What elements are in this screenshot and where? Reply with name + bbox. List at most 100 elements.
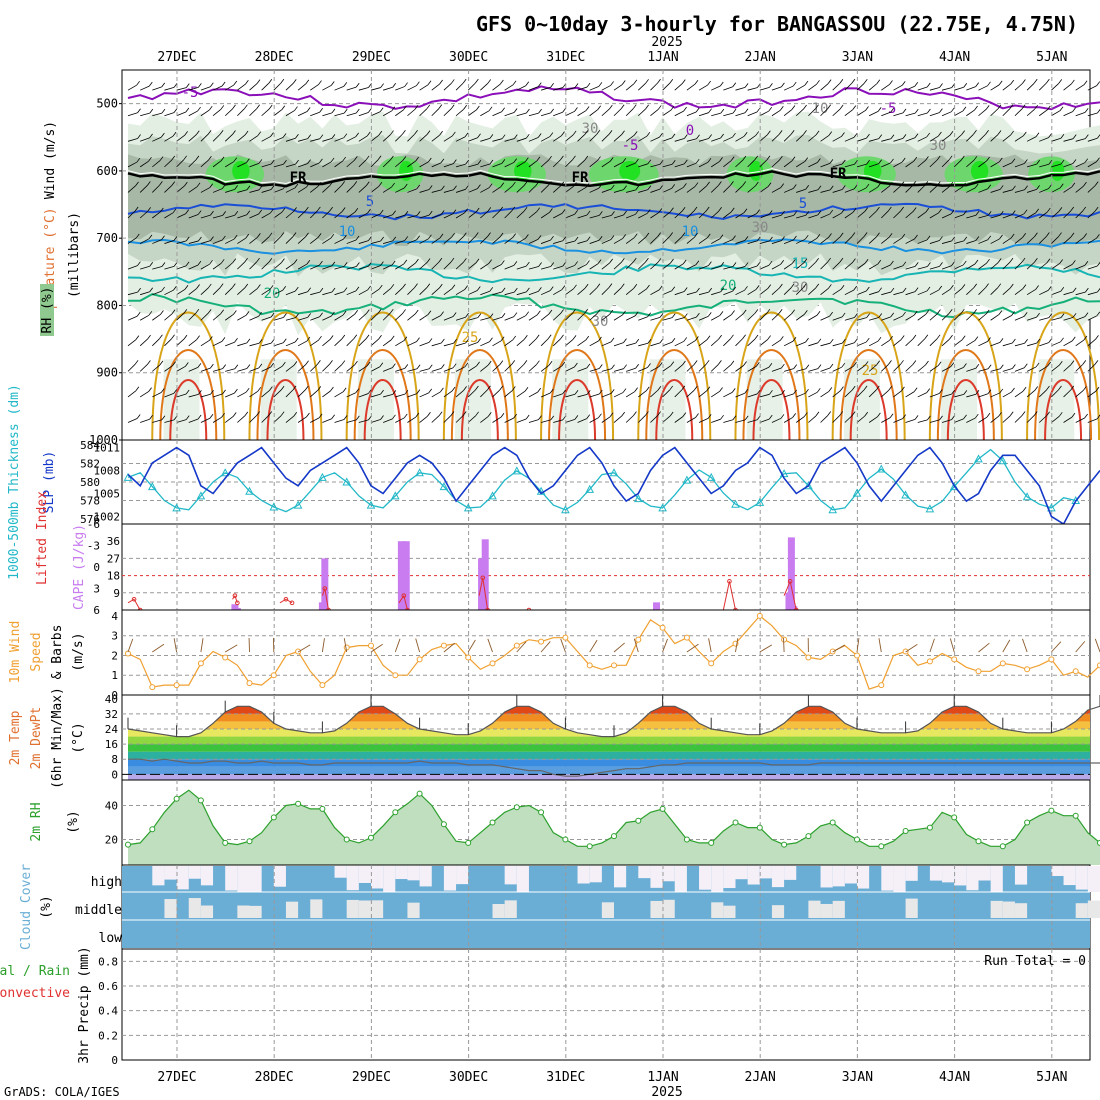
wind-barb	[710, 185, 719, 193]
wind-barb-flag	[961, 335, 966, 341]
wind-barb-flag	[926, 82, 931, 88]
wind-barb	[686, 417, 696, 423]
wind-barb	[200, 86, 211, 91]
wind-barb	[698, 138, 709, 142]
wind-barb-10m	[394, 638, 401, 653]
wind-barb	[310, 84, 319, 91]
wind-barb	[468, 188, 478, 193]
wind-barb	[346, 239, 357, 244]
wind-barb-flag	[658, 362, 663, 367]
wind-barb-flag	[938, 208, 942, 214]
wind-barb	[127, 291, 138, 296]
wind-barb	[468, 137, 478, 142]
wind-barb	[1026, 108, 1035, 117]
wind-barb	[929, 112, 940, 117]
wind-barb-flag	[330, 233, 335, 239]
rh-line-point	[562, 836, 569, 843]
wind-barb-flag	[234, 185, 239, 190]
wind-barb-flag	[718, 360, 722, 365]
wind-barb	[382, 110, 393, 117]
wind-barb-flag	[647, 185, 652, 190]
wind-barb	[225, 238, 235, 244]
wind-barb	[346, 392, 356, 398]
wind-barb	[771, 263, 781, 270]
wind-barb-flag	[343, 262, 348, 267]
wind-barb	[480, 364, 489, 372]
wind-barb-flag	[670, 258, 674, 264]
wind-barb	[164, 392, 174, 398]
wind-barb-flag	[246, 185, 251, 191]
cloud-high-cell	[504, 866, 517, 885]
wind-barb-flag	[392, 363, 396, 368]
wind-barb	[1014, 261, 1023, 270]
wind-barb	[1051, 137, 1062, 142]
wind-barb	[1087, 390, 1097, 398]
wind-barb-flag	[501, 159, 506, 164]
wind-barb	[395, 86, 405, 91]
wind-barb	[528, 291, 539, 296]
wind-barb-flag	[914, 234, 918, 240]
wind-barb-flag	[1083, 233, 1087, 238]
wind-barb	[237, 237, 246, 244]
wind-barb	[820, 288, 829, 296]
wind-barb-flag	[670, 361, 675, 366]
wind-barb	[613, 161, 624, 168]
wind-barb-flag	[925, 360, 929, 366]
wind-barb-flag	[1021, 411, 1026, 416]
wind-barb-10m	[759, 644, 773, 653]
wind-barb-flag	[828, 131, 833, 136]
wind-barb-flag	[197, 414, 202, 420]
wind-barb	[152, 86, 162, 91]
wind-barb-flag	[863, 232, 868, 237]
wind-barb-flag	[1071, 412, 1076, 418]
wind-barb	[224, 84, 234, 91]
wind-barb	[565, 366, 575, 372]
cloud-high-cell	[881, 866, 894, 891]
wind-barb-flag	[1034, 386, 1039, 391]
wind-barb	[735, 135, 745, 142]
wind-barb-flag	[245, 311, 250, 316]
wind-barb	[1026, 289, 1036, 296]
wind-barb-flag	[137, 261, 141, 266]
wind-barb-10m	[633, 638, 639, 653]
wind-barb	[492, 186, 501, 193]
wind-barb-flag	[256, 104, 260, 109]
wind-barb	[443, 288, 453, 296]
wind-barb	[395, 340, 405, 347]
wind-barb-flag	[912, 207, 917, 212]
wind-barb	[443, 163, 454, 168]
wind-barb-flag	[173, 236, 178, 241]
wind-barb	[735, 392, 745, 398]
wind-barb	[516, 315, 526, 321]
wind-barb-flag	[719, 157, 723, 162]
wind-barb	[370, 111, 381, 117]
li-line	[234, 595, 238, 603]
wind-barb	[1087, 291, 1098, 296]
li-tick: -6	[87, 518, 100, 531]
wind-barb	[1039, 342, 1049, 347]
wind-barb-flag	[317, 206, 321, 212]
wind-barb-flag	[815, 104, 819, 109]
wind-barb-flag	[853, 362, 857, 367]
wind-barb	[844, 317, 855, 321]
wind-barb	[613, 214, 624, 219]
wind-barb-flag	[817, 185, 822, 190]
wind-barb	[261, 236, 270, 244]
wind-barb	[237, 314, 247, 321]
wind-barb-flag	[426, 130, 431, 135]
temp-label-c: (6hr Min/Max)	[50, 687, 65, 789]
wind-barb	[358, 338, 367, 347]
wind-barb	[212, 368, 223, 372]
wind-barb-flag	[805, 185, 810, 190]
wind-barb-flag	[574, 83, 579, 88]
wind-barb-flag	[380, 261, 384, 266]
wind-barb	[601, 287, 610, 295]
wind-barb-flag	[755, 362, 760, 367]
wind-barb	[783, 287, 792, 295]
wind-barb-flag	[766, 308, 771, 314]
wind-barb-flag	[234, 364, 239, 370]
wind-barb	[723, 419, 734, 423]
wind-barb	[346, 185, 355, 193]
contour-label: 5	[366, 194, 374, 210]
wind-barb-flag	[258, 311, 262, 317]
